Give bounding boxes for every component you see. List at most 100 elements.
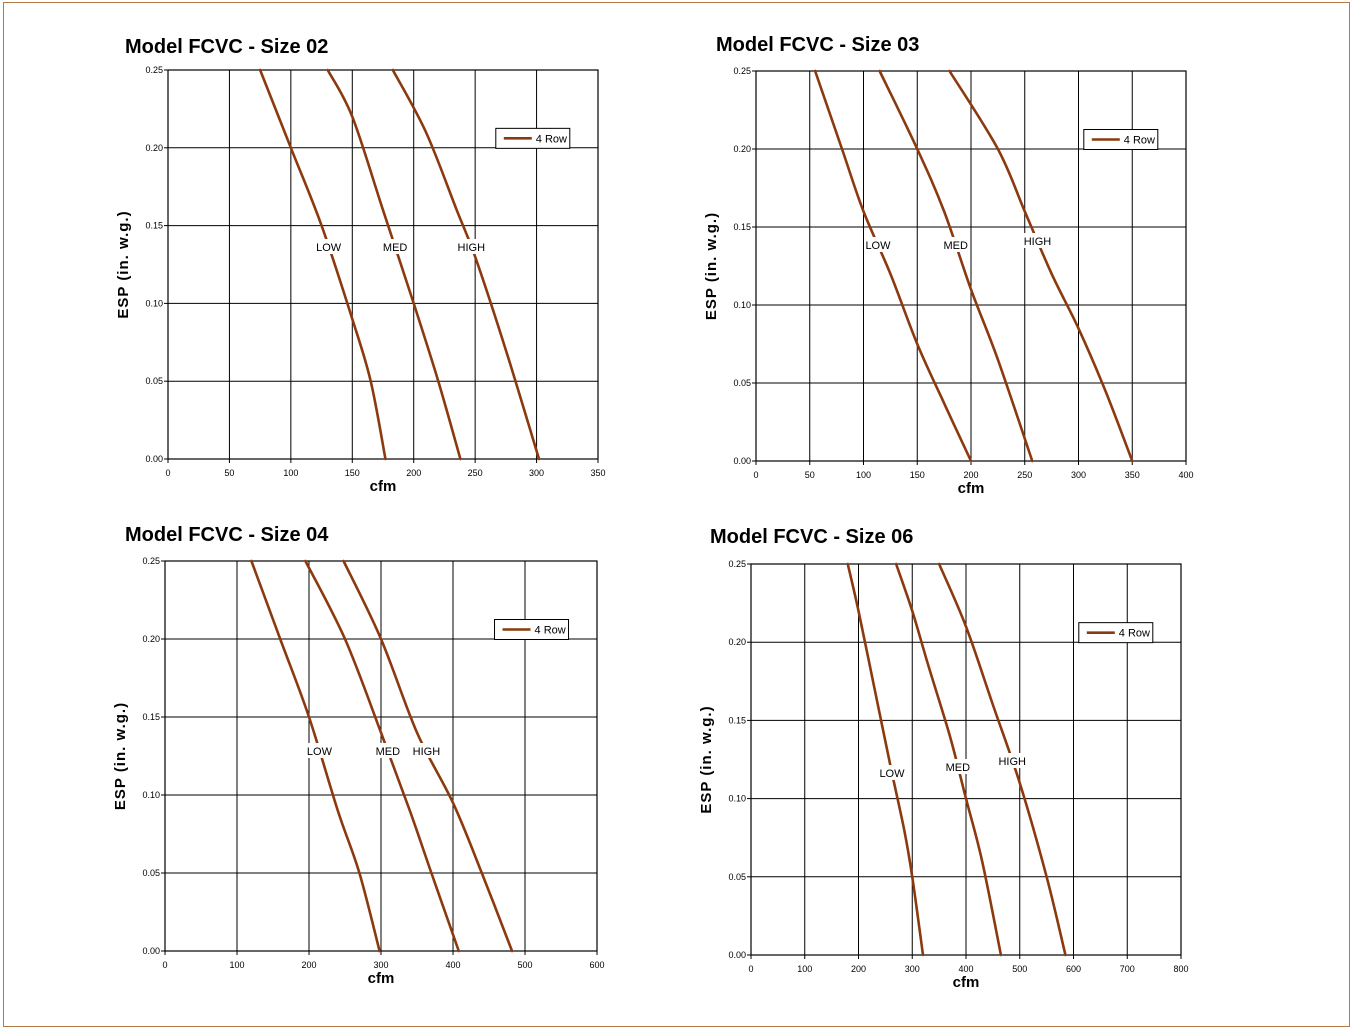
legend-label: 4 Row [1124, 135, 1155, 147]
y-tick-label: 0.05 [733, 378, 751, 388]
series-line-med [304, 559, 461, 953]
y-axis-label: ESP (in. w.g.) [698, 705, 715, 813]
y-tick-label: 0.00 [733, 456, 751, 466]
plot-area-border [750, 563, 1182, 956]
y-axis-label: ESP (in. w.g.) [703, 212, 720, 320]
series-label-high: HIGH [998, 756, 1026, 768]
y-tick-label: 0.00 [728, 950, 746, 960]
y-tick-label: 0.00 [145, 454, 163, 464]
y-tick-label: 0.15 [145, 221, 163, 231]
y-tick-label: 0.25 [728, 559, 746, 569]
y-tick-label: 0.10 [145, 298, 163, 308]
x-tick-label: 250 [468, 468, 483, 478]
x-tick-label: 200 [301, 960, 316, 970]
x-tick-label: 300 [1071, 470, 1086, 480]
legend-box [1083, 129, 1159, 150]
x-tick-label: 600 [1066, 964, 1081, 974]
legend-label: 4 Row [536, 133, 567, 145]
x-tick-label: 350 [1125, 470, 1140, 480]
y-axis-label: ESP (in. w.g.) [115, 210, 132, 318]
x-tick-label: 400 [958, 964, 973, 974]
series-line-high [948, 69, 1134, 463]
legend-box [1078, 622, 1154, 644]
y-tick-label: 0.05 [728, 872, 746, 882]
x-tick-label: 150 [910, 470, 925, 480]
x-tick-label: 100 [797, 964, 812, 974]
series-label-bg [879, 765, 905, 780]
series-label-med: MED [383, 242, 408, 254]
series-label-bg [945, 759, 971, 774]
x-tick-label: 200 [851, 964, 866, 974]
y-tick-label: 0.10 [728, 794, 746, 804]
y-tick-label: 0.20 [142, 634, 160, 644]
y-tick-label: 0.05 [145, 376, 163, 386]
series-label-bg [375, 743, 401, 758]
x-tick-label: 300 [905, 964, 920, 974]
y-tick-label: 0.00 [142, 946, 160, 956]
x-tick-label: 100 [856, 470, 871, 480]
y-tick-label: 0.20 [145, 143, 163, 153]
series-label-bg [996, 753, 1029, 768]
series-line-med [326, 68, 462, 461]
x-tick-label: 500 [1012, 964, 1027, 974]
x-tick-label: 0 [165, 468, 170, 478]
series-label-bg [306, 743, 332, 758]
y-tick-label: 0.25 [142, 556, 160, 566]
x-tick-label: 150 [345, 468, 360, 478]
series-line-high [391, 68, 541, 461]
x-tick-label: 600 [589, 960, 604, 970]
x-tick-label: 500 [517, 960, 532, 970]
series-label-low: LOW [879, 768, 905, 780]
y-tick-label: 0.15 [142, 712, 160, 722]
x-axis-label: cfm [370, 478, 397, 495]
legend-label: 4 Row [1119, 628, 1150, 640]
series-label-bg [943, 237, 969, 252]
series-label-low: LOW [307, 746, 333, 758]
x-tick-label: 50 [805, 470, 815, 480]
chart-title-size-03: Model FCVC - Size 03 [716, 34, 920, 56]
series-line-high [342, 559, 514, 953]
x-tick-label: 400 [445, 960, 460, 970]
series-line-low [813, 69, 973, 463]
x-axis-label: cfm [958, 480, 985, 497]
x-tick-label: 300 [373, 960, 388, 970]
x-tick-label: 200 [963, 470, 978, 480]
y-tick-label: 0.10 [733, 300, 751, 310]
y-tick-label: 0.20 [733, 144, 751, 154]
series-label-bg [865, 237, 891, 252]
series-label-med: MED [943, 240, 968, 252]
x-tick-label: 0 [748, 964, 753, 974]
y-tick-label: 0.25 [733, 66, 751, 76]
series-label-med: MED [376, 746, 401, 758]
x-tick-label: 350 [590, 468, 605, 478]
page-frame [3, 2, 1350, 1027]
series-label-bg [410, 743, 443, 758]
x-tick-label: 100 [229, 960, 244, 970]
x-tick-label: 250 [1017, 470, 1032, 480]
series-label-bg [382, 239, 408, 254]
x-tick-label: 800 [1173, 964, 1188, 974]
x-tick-label: 700 [1120, 964, 1135, 974]
x-axis-label: cfm [368, 970, 395, 987]
x-tick-label: 300 [529, 468, 544, 478]
y-tick-label: 0.15 [728, 715, 746, 725]
series-label-med: MED [946, 762, 971, 774]
y-tick-label: 0.20 [728, 637, 746, 647]
series-line-high [937, 562, 1067, 957]
y-tick-label: 0.15 [733, 222, 751, 232]
y-tick-label: 0.10 [142, 790, 160, 800]
series-label-high: HIGH [413, 746, 441, 758]
series-label-bg [1021, 233, 1054, 248]
series-line-med [894, 562, 1003, 957]
series-label-high: HIGH [1024, 236, 1052, 248]
x-tick-label: 50 [224, 468, 234, 478]
series-label-bg [455, 239, 488, 254]
chart-title-size-06: Model FCVC - Size 06 [710, 526, 914, 548]
